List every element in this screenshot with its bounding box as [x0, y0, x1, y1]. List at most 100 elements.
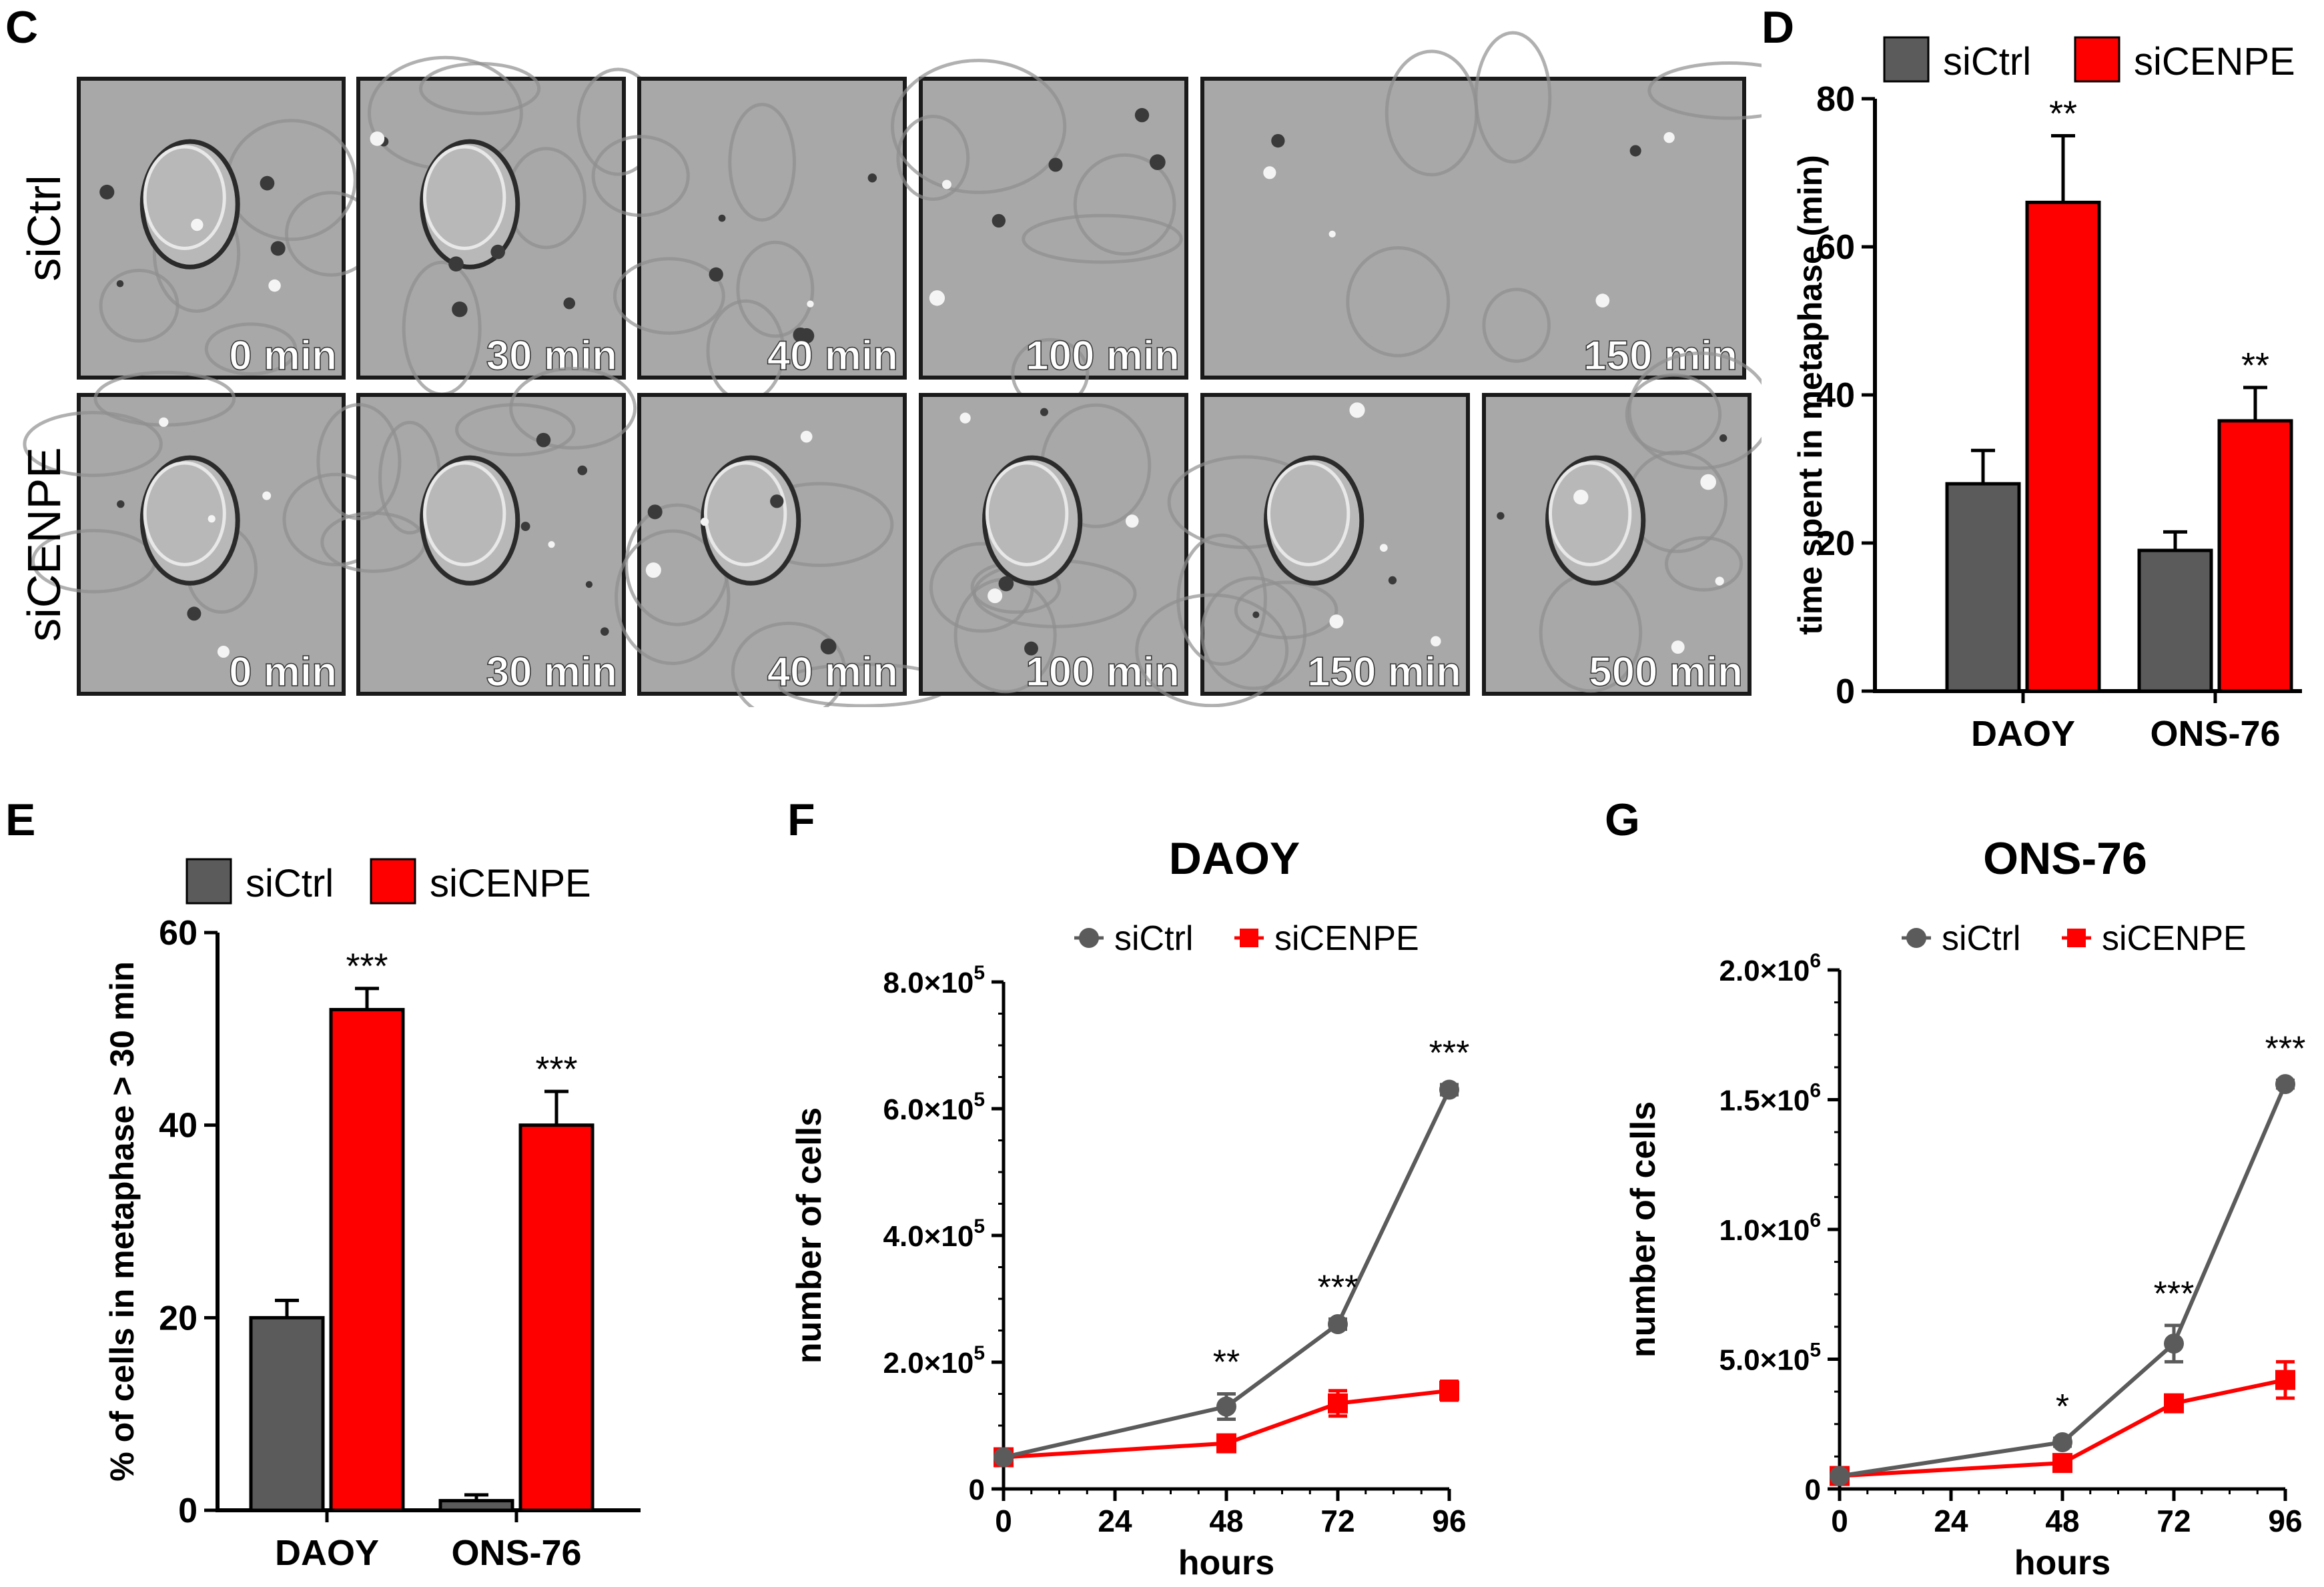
debris-dot	[490, 244, 506, 259]
sicenpe-time-label: 30 min	[486, 649, 617, 695]
x-tick-label: 48	[2045, 1504, 2079, 1538]
debris-dot	[1663, 131, 1675, 143]
line-sictrl	[1839, 1083, 2287, 1478]
y-tick-label: 1.5×106	[1719, 1080, 1822, 1117]
point-sicenpe	[1328, 1393, 1348, 1414]
legend-swatch-sicenpe	[370, 858, 416, 905]
legend-label-sicenpe: siCENPE	[2102, 919, 2247, 958]
y-tick-exponent: 6	[1810, 1080, 1821, 1102]
y-tick-label: 60	[159, 914, 198, 953]
legend-marker-sicenpe	[2067, 929, 2086, 947]
debris-dot	[191, 218, 204, 231]
bar-sictrl-daoy	[1945, 482, 2021, 693]
bar-sictrl-ons-76	[438, 1499, 514, 1512]
cell-body	[420, 139, 520, 270]
bar-sicenpe-ons-76	[518, 1123, 595, 1512]
debris-dot	[1271, 133, 1285, 148]
sictrl-time-label: 0 min	[229, 333, 337, 379]
cell-outline	[1664, 536, 1744, 592]
y-axis-label: time spent in metaphase (min)	[1792, 155, 1829, 635]
debris-dot	[1024, 641, 1038, 656]
chart-f-daoy-growth: DAOY siCtrl siCENPE 0 2.0×105 4.0×105 6.0×105 8…	[790, 833, 1469, 1582]
debris-dot	[1388, 576, 1397, 585]
debris-dot	[208, 515, 216, 523]
x-tick-label: ONS-76	[2150, 714, 2280, 754]
sictrl-frame-2: 40 min	[591, 77, 907, 403]
debris-dot	[700, 518, 709, 526]
panel-letter-f: F	[787, 795, 815, 845]
debris-dot	[1263, 166, 1276, 179]
debris-dot	[807, 300, 814, 308]
point-sictrl	[1830, 1466, 1850, 1486]
significance-label: ***	[2265, 1029, 2306, 1068]
y-tick-label: 80	[1816, 80, 1855, 119]
x-tick-label: 24	[1934, 1504, 1968, 1538]
cell-outline	[1647, 61, 1762, 120]
debris-dot	[116, 280, 124, 288]
legend-marker-sicenpe	[1240, 929, 1258, 947]
point-sictrl	[2164, 1334, 2184, 1354]
legend-marker-sictrl	[1079, 928, 1099, 948]
point-sicenpe	[2164, 1393, 2184, 1414]
point-sictrl	[2052, 1432, 2072, 1452]
debris-dot	[600, 627, 609, 636]
y-tick-label: 60	[1816, 228, 1855, 267]
legend-swatch-sictrl	[185, 858, 232, 905]
y-tick-exponent: 6	[1810, 1209, 1821, 1231]
y-tick-label: 0	[1805, 1474, 1821, 1506]
debris-dot	[99, 184, 115, 200]
debris-dot	[799, 328, 815, 344]
x-axis-label: hours	[1178, 1544, 1274, 1582]
debris-dot	[370, 131, 385, 146]
cell-outline	[728, 103, 796, 222]
cell-outline	[591, 135, 690, 217]
debris-dot	[187, 606, 202, 621]
point-sicenpe	[2052, 1453, 2072, 1474]
debris-dot	[1700, 474, 1717, 490]
cell-body	[1264, 455, 1365, 586]
debris-dot	[1252, 611, 1260, 618]
cell-outline	[1176, 533, 1267, 666]
x-tick-label: 24	[1098, 1504, 1132, 1538]
debris-dot	[770, 494, 784, 508]
x-tick-label: 72	[1320, 1504, 1354, 1538]
cell-body	[1545, 455, 1646, 586]
debris-dot	[998, 576, 1014, 592]
debris-dot	[959, 412, 971, 424]
debris-dot	[159, 417, 169, 427]
cell-outline	[23, 411, 163, 478]
point-sictrl	[1328, 1314, 1348, 1334]
debris-dot	[1329, 614, 1344, 629]
bar-sictrl-ons-76	[2137, 548, 2213, 693]
cell-outline	[896, 115, 970, 201]
legend-label-sictrl: siCtrl	[1943, 40, 2031, 83]
legend-swatch-sictrl	[1883, 36, 1930, 83]
cell-outline	[1073, 153, 1176, 256]
sicenpe-frame-4: 150 min	[1135, 393, 1470, 707]
debris-dot	[992, 213, 1006, 228]
debris-dot	[117, 500, 125, 508]
bar-sicenpe-daoy	[2025, 200, 2101, 693]
sicenpe-frame-0: 0 min	[23, 370, 390, 696]
panel-letter-e: E	[5, 795, 36, 845]
cell-outline	[731, 621, 847, 707]
debris-dot	[1134, 107, 1150, 123]
debris-dot	[548, 541, 555, 548]
debris-dot	[1629, 145, 1641, 157]
chart-g-ons76-growth: ONS-76 siCtrl siCENPE 0 5.0×105 1.0×106 1.5×10…	[1624, 833, 2306, 1582]
cell-outline	[1135, 593, 1289, 707]
cell-highlight	[143, 145, 226, 250]
cell-outline	[1200, 576, 1307, 690]
x-tick-label: ONS-76	[451, 1533, 581, 1573]
y-tick-label: 8.0×105	[883, 962, 986, 999]
debris-dot	[867, 173, 877, 183]
y-tick-exponent: 6	[1810, 950, 1821, 972]
significance-label: ***	[535, 1049, 577, 1089]
debris-dot	[1595, 294, 1610, 308]
significance-label: *	[2056, 1388, 2069, 1426]
cell-highlight	[422, 145, 506, 250]
y-tick-label: 20	[159, 1299, 198, 1338]
line-sicenpe	[1003, 1388, 1450, 1460]
debris-dot	[260, 175, 275, 191]
bar-sicenpe-ons-76	[2217, 419, 2293, 693]
